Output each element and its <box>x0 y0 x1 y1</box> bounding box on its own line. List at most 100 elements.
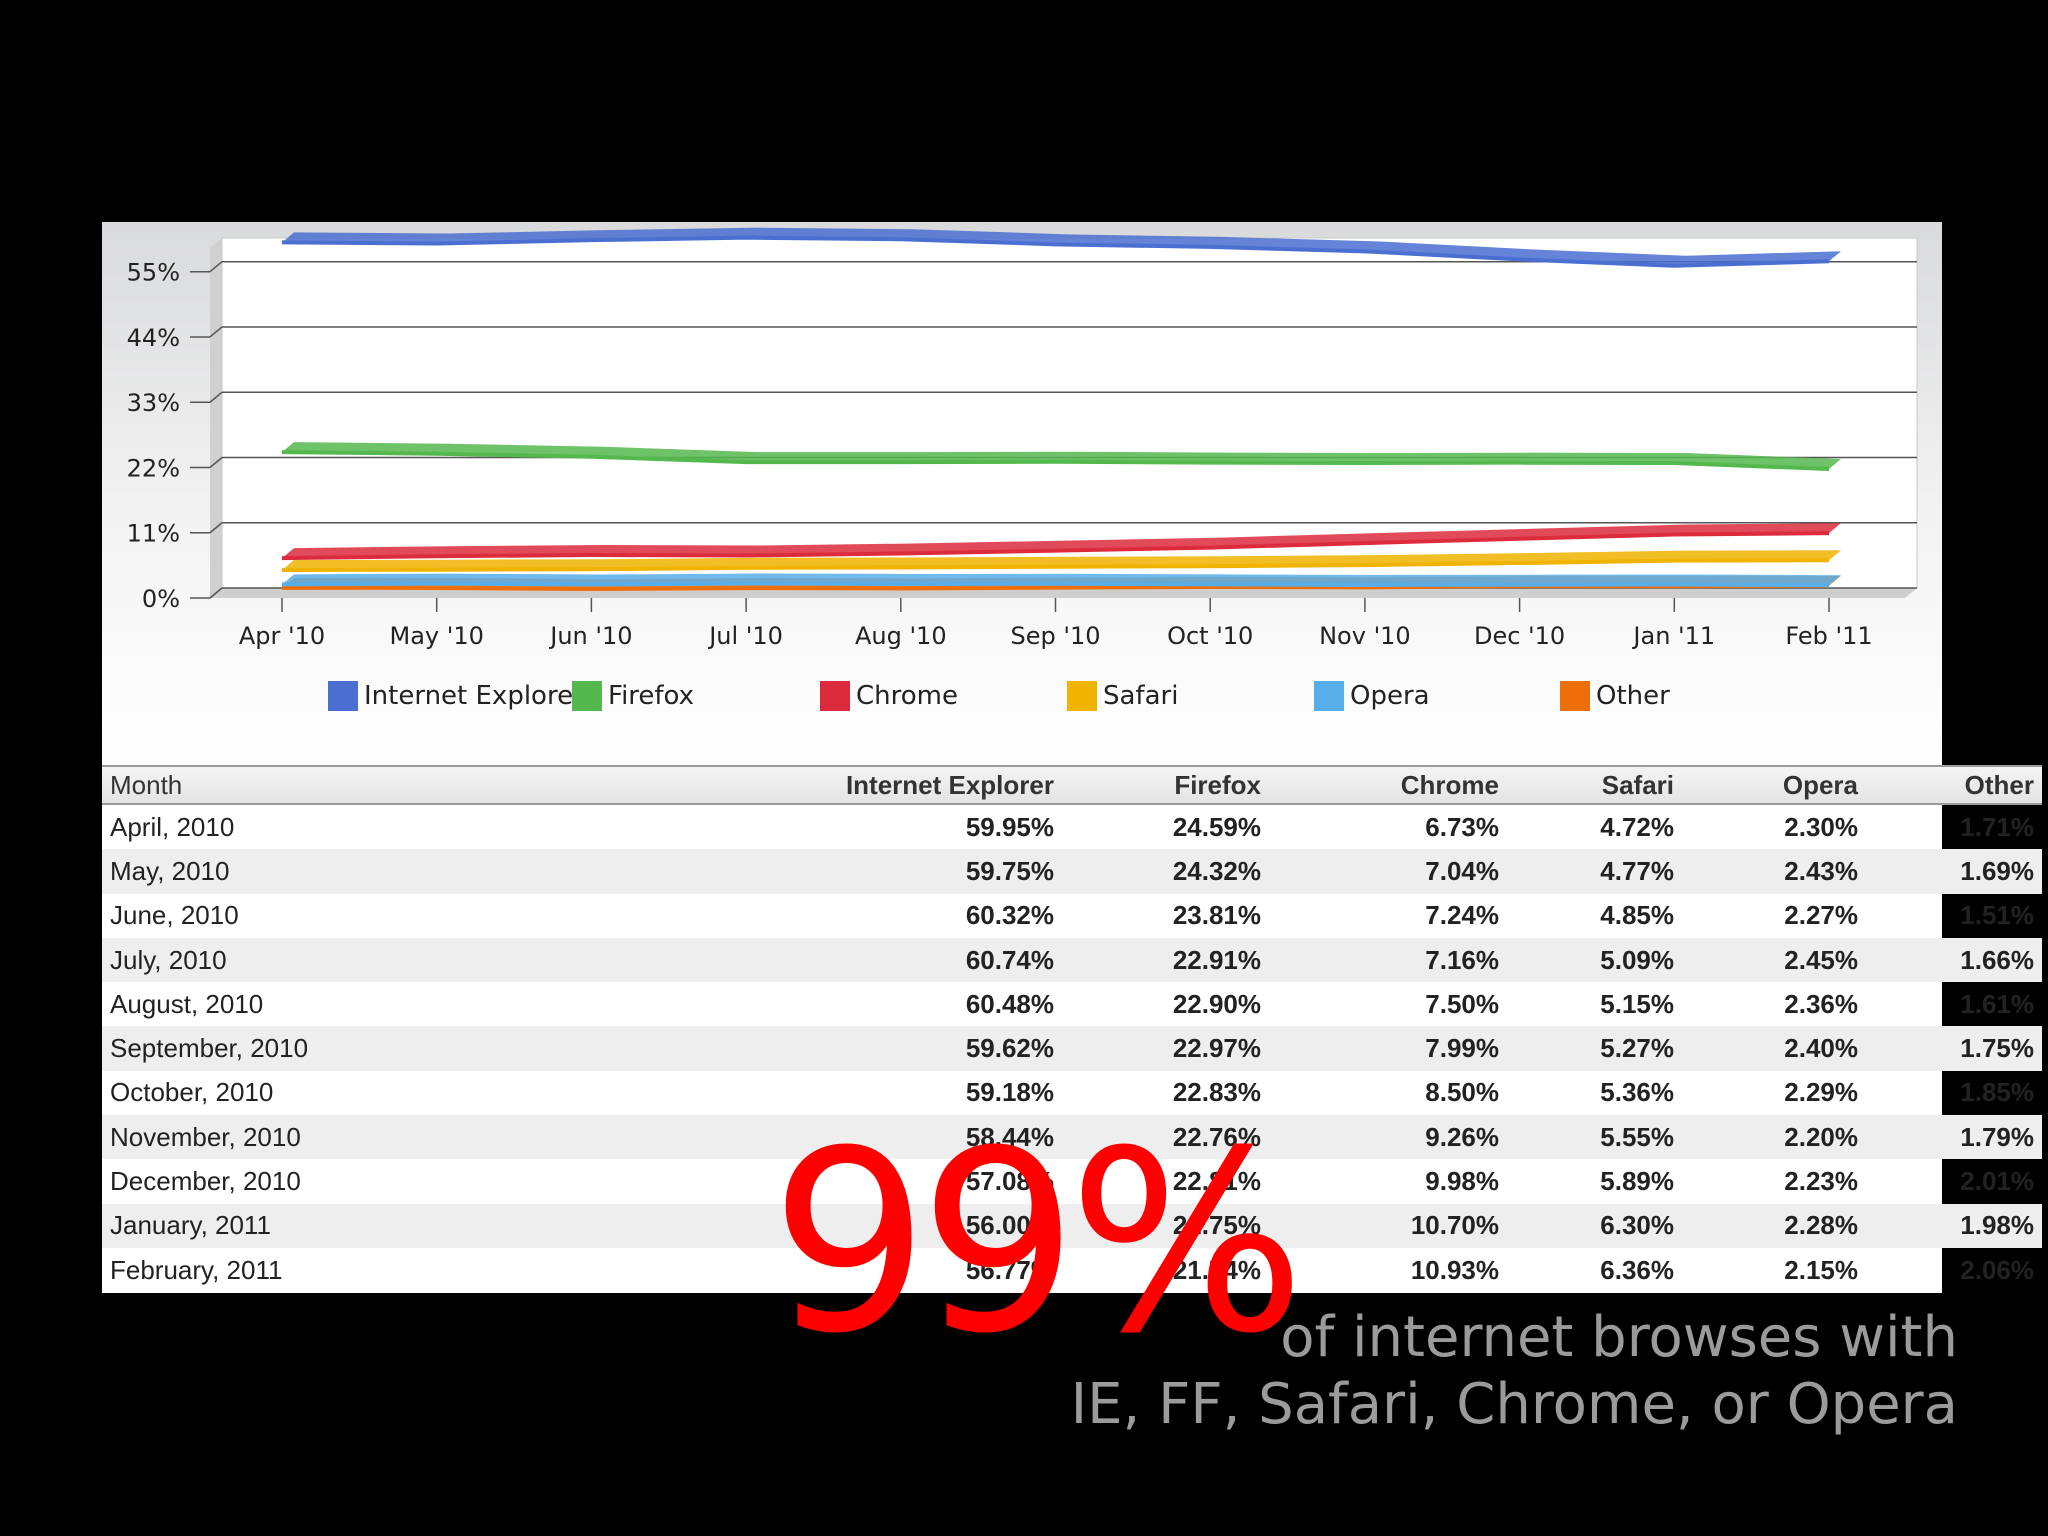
table-cell: 1.71% <box>1960 811 2034 842</box>
column-header: Safari <box>1507 765 1682 805</box>
y-grid-depth <box>209 456 223 469</box>
table-cell: 22.75% <box>1062 1203 1269 1248</box>
series-line-internet-explorer <box>281 235 1830 268</box>
legend-label: Safari <box>1103 681 1179 711</box>
legend-swatch <box>572 681 602 711</box>
column-header: Month <box>102 765 522 805</box>
x-tick-label: Aug '10 <box>855 622 947 650</box>
table-cell: 56.00% <box>522 1203 1062 1248</box>
legend-swatch <box>328 681 358 711</box>
y-grid-depth <box>209 391 223 403</box>
legend-item-safari: Safari <box>1067 679 1178 713</box>
table-row: August, 2010 60.48% 22.90% 7.50% 5.15% 2.36% 1… <box>102 982 2042 1026</box>
legend-label: Internet Explorer <box>364 681 584 711</box>
big-percentage: 99% <box>770 1097 1306 1388</box>
x-tick-label: Apr '10 <box>239 622 325 650</box>
table-cell: 22.81% <box>1172 1166 1261 1197</box>
x-tick-label: Sep '10 <box>1011 622 1101 650</box>
series-line-opera <box>281 581 1830 588</box>
legend-label: Firefox <box>608 681 695 711</box>
legend-swatch <box>1314 681 1344 711</box>
table-cell: 24.32% <box>1062 849 1269 894</box>
x-tick-label: Jul '10 <box>707 622 783 650</box>
table-cell: 21.74% <box>1172 1254 1261 1285</box>
table-cell: 4.77% <box>1507 849 1682 894</box>
table-cell: 2.29% <box>1784 1077 1858 1108</box>
table-cell: November, 2010 <box>102 1115 522 1160</box>
y-tick-label: 22% <box>127 454 180 482</box>
table-row: November, 2010 58.44% 22.76% 9.26% 5.55% 2.20… <box>102 1115 2042 1160</box>
y-grid-depth <box>209 261 223 273</box>
x-tick-label: Nov '10 <box>1319 622 1411 650</box>
y-tick-label: 11% <box>127 520 180 548</box>
table-row: December, 2010 57.08% 22.81% 9.98% 5.89% 2.23… <box>102 1159 2042 1203</box>
legend-label: Other <box>1596 681 1670 711</box>
table-cell: 22.76% <box>1062 1115 1269 1160</box>
chart-legend: Internet Explorer Firefox Chrome Safari Oper… <box>102 679 1942 719</box>
table-row: July, 2010 60.74% 22.91% 7.16% 5.09% 2.45% 1.6… <box>102 937 2042 983</box>
legend-swatch <box>1067 681 1097 711</box>
series-line-chrome <box>281 531 1830 561</box>
table-cell: 1.79% <box>1866 1115 2042 1160</box>
table-cell: 60.32% <box>965 900 1054 931</box>
table-cell: 59.75% <box>522 849 1062 894</box>
table-cell: 2.01% <box>1960 1166 2034 1197</box>
table-cell: January, 2011 <box>102 1203 522 1248</box>
table-cell: 5.09% <box>1507 937 1682 983</box>
table-cell: 2.06% <box>1960 1254 2034 1285</box>
table-cell: 22.97% <box>1062 1026 1269 1071</box>
table-cell: 22.90% <box>1172 988 1261 1019</box>
table-cell: 2.30% <box>1784 811 1858 842</box>
table-cell: 56.77% <box>965 1254 1054 1285</box>
legend-swatch <box>1560 681 1590 711</box>
series-ribbon-safari <box>282 550 1841 570</box>
table-cell: 4.85% <box>1600 900 1674 931</box>
chart-panel: 0% 11% 22% 33% 44% 55% Apr '10 May '10 Jun '10 Ju… <box>102 222 2042 1293</box>
legend-item-firefox: Firefox <box>572 679 694 713</box>
table-cell: 60.48% <box>965 988 1054 1019</box>
table-cell: 7.99% <box>1269 1026 1507 1071</box>
series-line-safari <box>281 558 1830 572</box>
table-cell: 8.50% <box>1425 1077 1499 1108</box>
table-cell: 1.75% <box>1866 1026 2042 1071</box>
table-cell: 2.43% <box>1682 849 1866 894</box>
column-header: Chrome <box>1269 765 1507 805</box>
table-row: October, 2010 59.18% 22.83% 8.50% 5.36% 2.29%… <box>102 1071 2042 1115</box>
y-tick-label: 44% <box>127 324 180 352</box>
table-cell: June, 2010 <box>110 900 239 931</box>
table-body: April, 2010 59.95% 24.59% 6.73% 4.72% 2.30% 1.… <box>102 804 2042 1292</box>
table-cell: 58.44% <box>522 1115 1062 1160</box>
column-header: Firefox <box>1062 765 1269 805</box>
table-row: February, 2011 56.77% 21.74% 10.93% 6.36% 2.1… <box>102 1248 2042 1292</box>
table-cell: 2.40% <box>1682 1026 1866 1071</box>
x-tick-label: May '10 <box>390 622 484 650</box>
table-cell: 5.36% <box>1600 1077 1674 1108</box>
column-header: Other <box>1866 765 2042 805</box>
y-tick-label: 55% <box>127 259 180 287</box>
table-cell: 9.26% <box>1269 1115 1507 1160</box>
x-tick-label: Jan '11 <box>1631 622 1715 650</box>
table-cell: 1.69% <box>1866 849 2042 894</box>
table-row: April, 2010 59.95% 24.59% 6.73% 4.72% 2.30% 1.… <box>102 804 2042 849</box>
legend-swatch <box>820 681 850 711</box>
table-header-row: Month Internet Explorer Firefox Chrome Safar… <box>102 765 2042 805</box>
table-cell: 2.27% <box>1784 900 1858 931</box>
x-tick-label: Oct '10 <box>1167 622 1253 650</box>
y-tick-label: 33% <box>127 389 180 417</box>
table-cell: 60.74% <box>522 937 1062 983</box>
browser-share-table: Month Internet Explorer Firefox Chrome Safar… <box>102 765 2042 1292</box>
table-cell: 22.91% <box>1062 937 1269 983</box>
table-cell: 9.98% <box>1425 1166 1499 1197</box>
x-tick-label: Feb '11 <box>1785 622 1872 650</box>
table-row: January, 2011 56.00% 22.75% 10.70% 6.30% 2.28… <box>102 1203 2042 1248</box>
table-cell: 7.16% <box>1269 937 1507 983</box>
legend-item-other: Other <box>1560 679 1670 713</box>
line-chart: 0% 11% 22% 33% 44% 55% Apr '10 May '10 Jun '10 Ju… <box>127 227 1918 650</box>
table-cell: 7.24% <box>1425 900 1499 931</box>
table-cell: 2.23% <box>1784 1166 1858 1197</box>
caption-line-1: of internet browses with <box>1280 1305 1958 1370</box>
table-cell: 59.62% <box>522 1026 1062 1071</box>
table-cell: July, 2010 <box>102 937 522 983</box>
table-cell: 4.72% <box>1600 811 1674 842</box>
x-tick-label: Jun '10 <box>548 622 632 650</box>
